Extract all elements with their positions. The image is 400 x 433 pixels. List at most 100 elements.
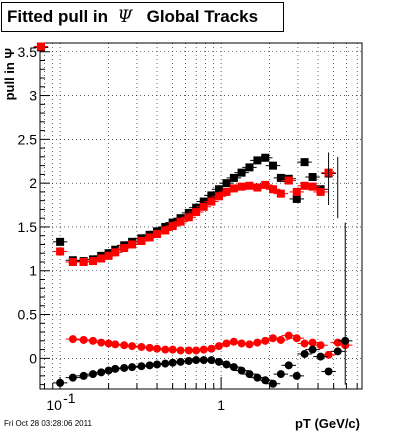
data-point-circle <box>214 357 223 366</box>
data-point-circle <box>145 343 154 352</box>
data-point-square <box>128 240 137 249</box>
data-point-square <box>308 182 317 191</box>
data-point-square <box>237 182 246 191</box>
data-point-circle <box>237 366 246 375</box>
data-point-circle <box>229 337 238 346</box>
data-point-square <box>97 254 106 263</box>
data-point-circle <box>120 363 129 372</box>
data-point-circle <box>245 370 254 379</box>
data-point-circle <box>229 363 238 372</box>
data-marks <box>33 42 353 388</box>
data-point-square <box>237 168 246 177</box>
data-point-circle <box>333 347 342 356</box>
plot-frame <box>39 42 363 390</box>
data-point-square <box>56 247 65 256</box>
chart-title-prefix: Fitted pull in <box>7 7 109 26</box>
data-point-square <box>292 194 301 203</box>
data-point-circle <box>324 350 333 359</box>
data-point-square <box>276 189 285 198</box>
data-point-circle <box>153 344 162 353</box>
data-point-circle <box>68 335 77 344</box>
data-point-circle <box>79 371 88 380</box>
y-axis-title: pull in Ψ <box>2 48 17 100</box>
data-point-square <box>207 197 216 206</box>
data-point-circle <box>284 361 293 370</box>
data-point-circle <box>261 336 270 345</box>
data-point-circle <box>316 341 325 350</box>
data-point-circle <box>111 364 120 373</box>
x-tick-label: 10 <box>46 397 62 413</box>
data-point-circle <box>120 341 129 350</box>
data-point-circle <box>324 367 333 376</box>
chart-title: Fitted pull in Ψ Global Tracks <box>1 2 284 32</box>
data-point-circle <box>184 356 193 365</box>
data-point-circle <box>137 342 146 351</box>
data-point-square <box>120 243 129 252</box>
data-point-circle <box>192 356 201 365</box>
data-point-circle <box>56 378 65 387</box>
data-point-square <box>253 156 262 165</box>
data-point-square <box>192 203 201 212</box>
data-point-circle <box>268 334 277 343</box>
data-point-square <box>222 187 231 196</box>
data-point-circle <box>300 339 309 348</box>
data-point-circle <box>316 352 325 361</box>
data-point-square <box>111 248 120 257</box>
data-point-square <box>308 173 317 182</box>
data-point-square <box>68 257 77 266</box>
data-point-square <box>300 158 309 167</box>
data-point-square <box>245 163 254 172</box>
data-point-square <box>176 217 185 226</box>
data-point-circle <box>308 345 317 354</box>
data-point-square <box>268 185 277 194</box>
data-point-circle <box>68 373 77 382</box>
data-point-circle <box>111 340 120 349</box>
data-point-circle <box>237 339 246 348</box>
data-point-circle <box>207 356 216 365</box>
data-point-circle <box>300 349 309 358</box>
data-point-circle <box>88 336 97 345</box>
series-red-squares <box>33 42 336 266</box>
data-point-circle <box>104 339 113 348</box>
data-point-circle <box>128 363 137 372</box>
data-point-square <box>199 202 208 211</box>
y-tick-label: 2.5 <box>18 131 38 147</box>
data-point-circle <box>168 358 177 367</box>
data-point-square <box>316 187 325 196</box>
x-tick-exponent: -1 <box>63 390 76 406</box>
data-point-circle <box>199 356 208 365</box>
data-point-circle <box>161 345 170 354</box>
series-black-squares <box>33 43 336 266</box>
data-point-square <box>192 208 201 217</box>
data-point-circle <box>176 346 185 355</box>
y-tick-label: 3 <box>29 88 37 104</box>
data-point-square <box>161 226 170 235</box>
data-point-circle <box>97 338 106 347</box>
data-point-circle <box>145 361 154 370</box>
data-point-circle <box>184 346 193 355</box>
data-point-square <box>168 222 177 231</box>
x-axis-title: pT (GeV/c) <box>295 416 360 431</box>
data-point-square <box>292 187 301 196</box>
data-point-circle <box>253 338 262 347</box>
data-point-circle <box>137 362 146 371</box>
data-point-circle <box>128 342 137 351</box>
data-point-square <box>268 161 277 170</box>
data-point-square <box>104 251 113 260</box>
data-point-square <box>56 237 65 246</box>
psi-symbol: Ψ <box>117 7 133 27</box>
data-point-square <box>276 173 285 182</box>
data-point-circle <box>97 368 106 377</box>
data-point-square <box>261 180 270 189</box>
data-point-square <box>229 173 238 182</box>
data-point-square <box>88 257 97 266</box>
data-point-square <box>253 183 262 192</box>
data-point-square <box>79 257 88 266</box>
data-point-square <box>229 184 238 193</box>
data-point-circle <box>176 357 185 366</box>
data-point-circle <box>268 379 277 388</box>
data-point-circle <box>161 359 170 368</box>
data-point-circle <box>284 331 293 340</box>
chart-title-suffix: Global Tracks <box>146 7 259 26</box>
